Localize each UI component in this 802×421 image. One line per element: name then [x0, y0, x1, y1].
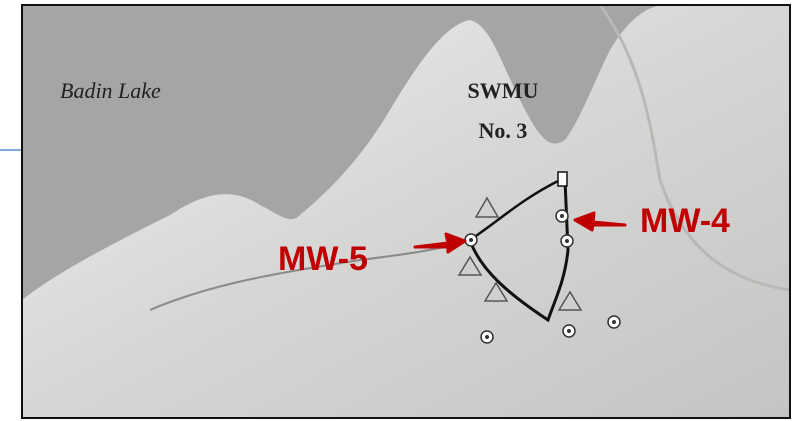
site-label: No. 3 [479, 118, 528, 143]
callout-label: MW-5 [278, 240, 368, 278]
lake-label: Badin Lake [60, 78, 161, 103]
marker [558, 172, 567, 186]
map-figure: Badin Lake SWMU No. 3 MW-5 MW-4 [0, 0, 802, 421]
callout-label: MW-4 [640, 202, 730, 240]
page: Badin Lake SWMU No. 3 MW-5 MW-4 (() => {… [0, 0, 802, 421]
site-label: SWMU [468, 78, 539, 103]
